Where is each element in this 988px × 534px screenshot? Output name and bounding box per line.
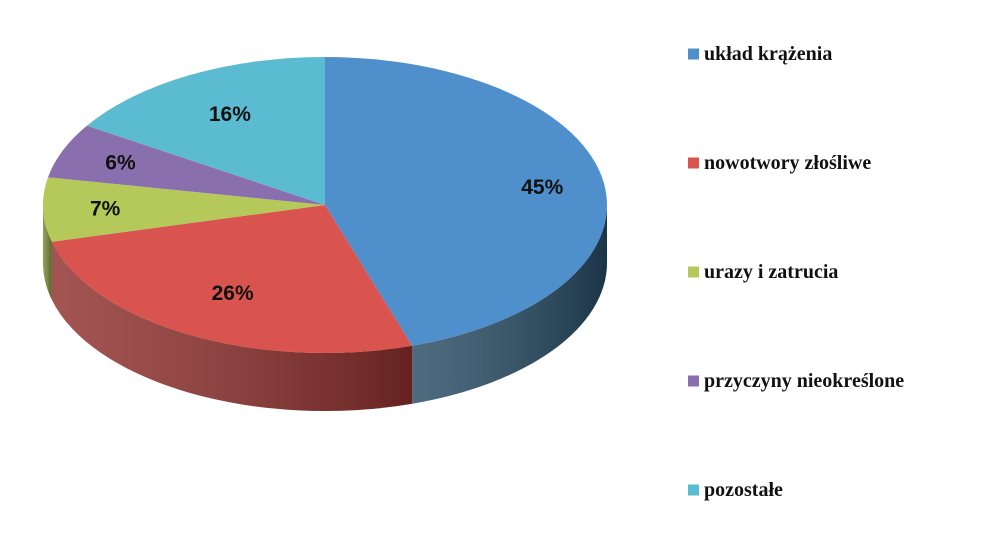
legend-swatch	[688, 157, 699, 169]
legend-item-uklad-krazenia: układ krążenia	[688, 43, 832, 65]
pie-slice-uklad-krazenia	[325, 57, 608, 346]
pie-data-labels: 45% 26% 7% 6% 16%	[90, 103, 564, 305]
data-label-pozostale: 16%	[209, 103, 251, 126]
legend-swatch	[688, 484, 699, 496]
legend-swatch	[688, 266, 699, 278]
data-label-przyczyny-nieokreslone: 6%	[105, 152, 136, 175]
legend-item-urazy-i-zatrucia: urazy i zatrucia	[688, 261, 838, 283]
legend: układ krążenia nowotwory złośliwe urazy i …	[688, 43, 904, 501]
pie-slice-nowotwory-zlosliwe	[51, 205, 413, 354]
pie-top	[42, 57, 608, 354]
legend-label: przyczyny nieokreślone	[704, 370, 904, 392]
pie-side-shade	[43, 205, 52, 300]
legend-label: układ krążenia	[704, 43, 832, 65]
pie-slice-pozostale	[86, 57, 325, 205]
legend-swatch	[688, 375, 699, 387]
pie-sides	[43, 205, 607, 411]
pie-side-shade	[51, 241, 413, 411]
legend-item-nowotwory-zlosliwe: nowotwory złośliwe	[688, 152, 871, 174]
pie-slice-urazy-i-zatrucia	[42, 177, 325, 242]
pie-slice-przyczyny-nieokreslone	[47, 125, 325, 205]
data-label-urazy-i-zatrucia: 7%	[90, 198, 121, 221]
data-label-uklad-krazenia: 45%	[521, 176, 563, 199]
legend-label: nowotwory złośliwe	[704, 152, 871, 174]
legend-label: pozostałe	[704, 479, 783, 501]
legend-swatch	[688, 48, 699, 60]
data-label-nowotwory-zlosliwe: 26%	[212, 282, 254, 305]
legend-item-pozostale: pozostałe	[688, 479, 783, 501]
pie-side-shade	[412, 205, 607, 404]
legend-item-przyczyny-nieokreslone: przyczyny nieokreślone	[688, 370, 904, 392]
legend-label: urazy i zatrucia	[704, 261, 838, 283]
